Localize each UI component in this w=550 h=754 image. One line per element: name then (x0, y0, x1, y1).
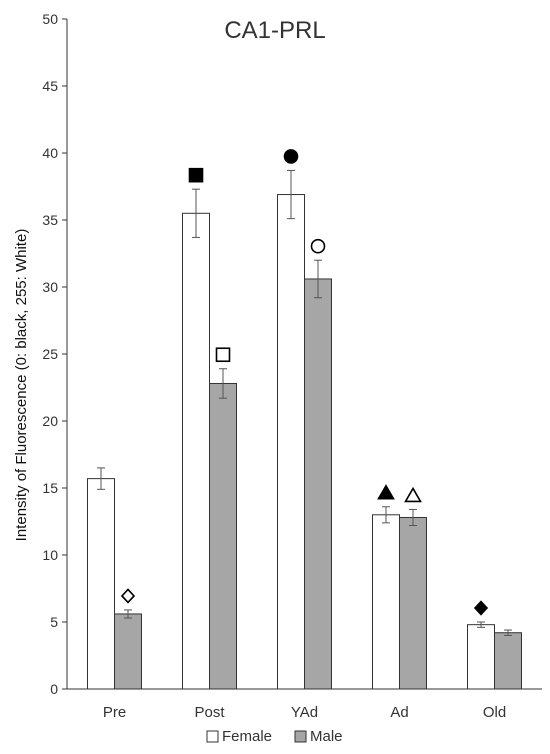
filled-diamond-marker (473, 600, 489, 616)
y-tick-label: 25 (42, 346, 58, 362)
filled-square-marker (188, 167, 204, 183)
y-tick-label: 45 (42, 78, 58, 94)
bar-male (494, 632, 522, 690)
x-category-label: Pre (103, 704, 126, 721)
x-category-label: YAd (291, 704, 318, 721)
bar-female (87, 478, 115, 690)
x-category-label: Ad (390, 704, 408, 721)
bars (87, 149, 522, 690)
y-tick-label: 40 (42, 145, 58, 161)
legend-swatch-female (206, 730, 219, 743)
open-circle-marker (310, 238, 326, 254)
legend-swatch-male (294, 730, 307, 743)
y-tick-label: 5 (50, 614, 58, 630)
bar-male (209, 382, 237, 690)
y-tick-label: 50 (42, 11, 58, 27)
filled-triangle-marker (377, 484, 395, 500)
y-tick-label: 30 (42, 279, 58, 295)
y-tick-label: 10 (42, 547, 58, 563)
y-axis-label: Intensity of Fluorescence (0: black, 255… (13, 229, 30, 542)
bar-female (182, 212, 210, 690)
open-triangle-marker (404, 486, 422, 503)
y-tick-label: 35 (42, 212, 58, 228)
legend-label-male: Male (310, 728, 343, 745)
open-square-marker (215, 347, 231, 363)
y-tick-label: 20 (42, 413, 58, 429)
bar-male (399, 516, 427, 690)
legend: Female Male (206, 728, 343, 745)
y-tick-label: 0 (50, 681, 58, 697)
filled-circle-marker (283, 149, 299, 164)
y-axis: 0 5 10 15 20 25 30 35 40 45 50 (42, 11, 68, 697)
x-axis: Pre Post YAd Ad Old (67, 688, 542, 721)
y-tick-label: 15 (42, 480, 58, 496)
bar-female (277, 194, 305, 690)
x-category-label: Old (483, 704, 506, 721)
bar-male (304, 278, 332, 690)
open-diamond-marker (120, 588, 136, 604)
bar-female (372, 514, 400, 690)
legend-label-female: Female (222, 728, 272, 745)
bar-female (467, 624, 495, 690)
x-category-label: Post (194, 704, 225, 721)
bar-male (114, 613, 142, 690)
chart-title: CA1-PRL (224, 17, 325, 44)
